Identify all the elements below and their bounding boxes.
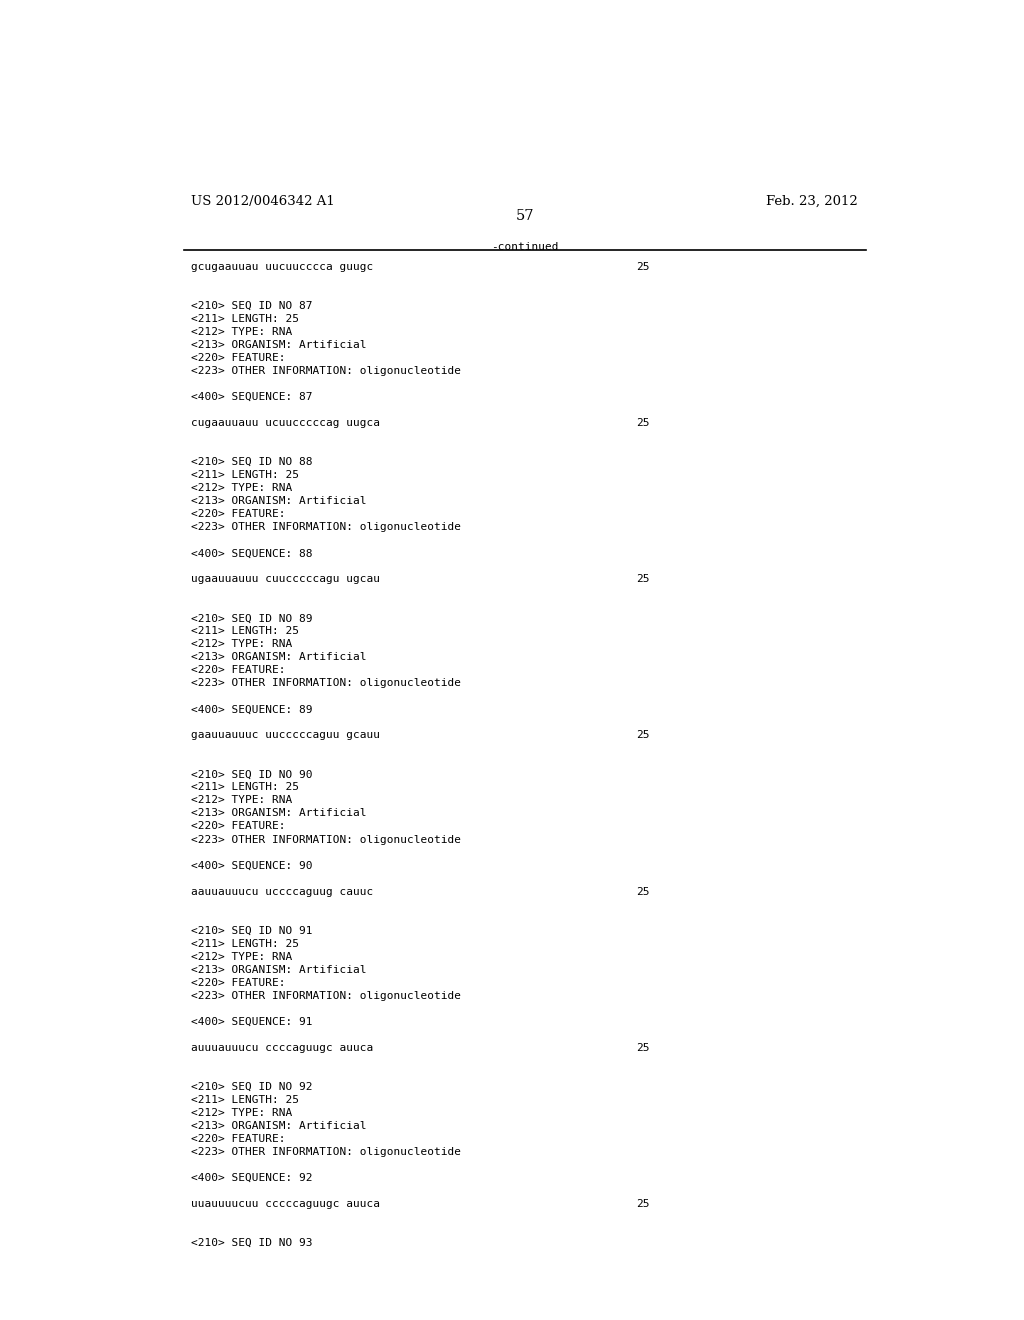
Text: 25: 25: [636, 574, 649, 585]
Text: <400> SEQUENCE: 91: <400> SEQUENCE: 91: [191, 1016, 313, 1027]
Text: 25: 25: [636, 418, 649, 428]
Text: <212> TYPE: RNA: <212> TYPE: RNA: [191, 327, 293, 337]
Text: gaauuauuuc uucccccaguu gcauu: gaauuauuuc uucccccaguu gcauu: [191, 730, 381, 741]
Text: <223> OTHER INFORMATION: oligonucleotide: <223> OTHER INFORMATION: oligonucleotide: [191, 834, 462, 845]
Text: <213> ORGANISM: Artificial: <213> ORGANISM: Artificial: [191, 1121, 367, 1131]
Text: <210> SEQ ID NO 91: <210> SEQ ID NO 91: [191, 925, 313, 936]
Text: <220> FEATURE:: <220> FEATURE:: [191, 1134, 286, 1143]
Text: cugaauuauu ucuucccccag uugca: cugaauuauu ucuucccccag uugca: [191, 418, 381, 428]
Text: <220> FEATURE:: <220> FEATURE:: [191, 354, 286, 363]
Text: <212> TYPE: RNA: <212> TYPE: RNA: [191, 796, 293, 805]
Text: ugaauuauuu cuucccccagu ugcau: ugaauuauuu cuucccccagu ugcau: [191, 574, 381, 585]
Text: 25: 25: [636, 887, 649, 896]
Text: 25: 25: [636, 1043, 649, 1052]
Text: <400> SEQUENCE: 92: <400> SEQUENCE: 92: [191, 1172, 313, 1183]
Text: 25: 25: [636, 263, 649, 272]
Text: <213> ORGANISM: Artificial: <213> ORGANISM: Artificial: [191, 652, 367, 663]
Text: 25: 25: [636, 730, 649, 741]
Text: uuauuuucuu cccccaguugc auuca: uuauuuucuu cccccaguugc auuca: [191, 1199, 381, 1209]
Text: 25: 25: [636, 1199, 649, 1209]
Text: <400> SEQUENCE: 88: <400> SEQUENCE: 88: [191, 548, 313, 558]
Text: <223> OTHER INFORMATION: oligonucleotide: <223> OTHER INFORMATION: oligonucleotide: [191, 523, 462, 532]
Text: <213> ORGANISM: Artificial: <213> ORGANISM: Artificial: [191, 341, 367, 350]
Text: <210> SEQ ID NO 89: <210> SEQ ID NO 89: [191, 614, 313, 623]
Text: <213> ORGANISM: Artificial: <213> ORGANISM: Artificial: [191, 496, 367, 507]
Text: gcugaauuau uucuucccca guugc: gcugaauuau uucuucccca guugc: [191, 263, 374, 272]
Text: <220> FEATURE:: <220> FEATURE:: [191, 510, 286, 519]
Text: <210> SEQ ID NO 87: <210> SEQ ID NO 87: [191, 301, 313, 312]
Text: <223> OTHER INFORMATION: oligonucleotide: <223> OTHER INFORMATION: oligonucleotide: [191, 1147, 462, 1156]
Text: <211> LENGTH: 25: <211> LENGTH: 25: [191, 1094, 299, 1105]
Text: <213> ORGANISM: Artificial: <213> ORGANISM: Artificial: [191, 965, 367, 974]
Text: <220> FEATURE:: <220> FEATURE:: [191, 978, 286, 987]
Text: <400> SEQUENCE: 90: <400> SEQUENCE: 90: [191, 861, 313, 870]
Text: US 2012/0046342 A1: US 2012/0046342 A1: [191, 195, 335, 209]
Text: Feb. 23, 2012: Feb. 23, 2012: [766, 195, 858, 209]
Text: aauuauuucu uccccaguug cauuc: aauuauuucu uccccaguug cauuc: [191, 887, 374, 896]
Text: <210> SEQ ID NO 88: <210> SEQ ID NO 88: [191, 457, 313, 467]
Text: <210> SEQ ID NO 90: <210> SEQ ID NO 90: [191, 770, 313, 779]
Text: -continued: -continued: [492, 242, 558, 252]
Text: <213> ORGANISM: Artificial: <213> ORGANISM: Artificial: [191, 808, 367, 818]
Text: <211> LENGTH: 25: <211> LENGTH: 25: [191, 939, 299, 949]
Text: <212> TYPE: RNA: <212> TYPE: RNA: [191, 639, 293, 649]
Text: <220> FEATURE:: <220> FEATURE:: [191, 821, 286, 832]
Text: <223> OTHER INFORMATION: oligonucleotide: <223> OTHER INFORMATION: oligonucleotide: [191, 366, 462, 376]
Text: <211> LENGTH: 25: <211> LENGTH: 25: [191, 783, 299, 792]
Text: <210> SEQ ID NO 93: <210> SEQ ID NO 93: [191, 1238, 313, 1247]
Text: auuuauuucu ccccaguugc auuca: auuuauuucu ccccaguugc auuca: [191, 1043, 374, 1052]
Text: <211> LENGTH: 25: <211> LENGTH: 25: [191, 470, 299, 480]
Text: 57: 57: [515, 210, 535, 223]
Text: <211> LENGTH: 25: <211> LENGTH: 25: [191, 314, 299, 325]
Text: <212> TYPE: RNA: <212> TYPE: RNA: [191, 483, 293, 494]
Text: <223> OTHER INFORMATION: oligonucleotide: <223> OTHER INFORMATION: oligonucleotide: [191, 990, 462, 1001]
Text: <211> LENGTH: 25: <211> LENGTH: 25: [191, 627, 299, 636]
Text: <212> TYPE: RNA: <212> TYPE: RNA: [191, 1107, 293, 1118]
Text: <223> OTHER INFORMATION: oligonucleotide: <223> OTHER INFORMATION: oligonucleotide: [191, 678, 462, 689]
Text: <400> SEQUENCE: 87: <400> SEQUENCE: 87: [191, 392, 313, 403]
Text: <220> FEATURE:: <220> FEATURE:: [191, 665, 286, 676]
Text: <212> TYPE: RNA: <212> TYPE: RNA: [191, 952, 293, 961]
Text: <400> SEQUENCE: 89: <400> SEQUENCE: 89: [191, 705, 313, 714]
Text: <210> SEQ ID NO 92: <210> SEQ ID NO 92: [191, 1081, 313, 1092]
